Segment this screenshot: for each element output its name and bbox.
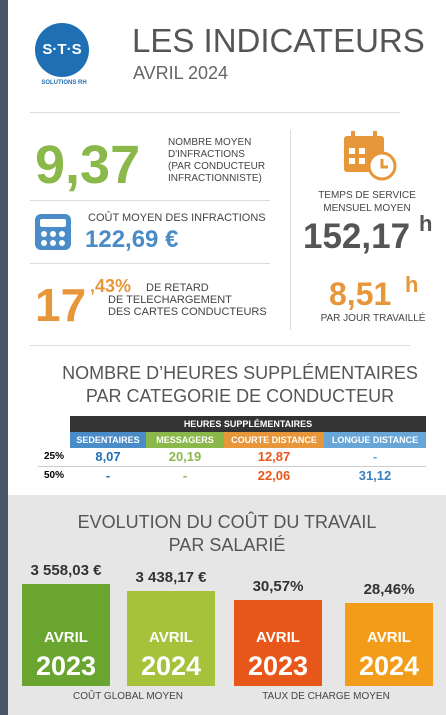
card-value: 3 558,03 € <box>30 562 102 579</box>
title: LES INDICATEURS <box>132 22 425 59</box>
card: AVRIL 2024 <box>127 591 215 686</box>
divider <box>30 345 410 346</box>
label-line: NOMBRE MOYEN <box>168 137 252 148</box>
subtitle: AVRIL 2024 <box>133 63 229 83</box>
card-value: 28,46% <box>363 581 415 598</box>
service-value: 152,17 <box>303 217 411 256</box>
infractions-value: 9,37 <box>35 135 141 195</box>
delay-label: DE TELECHARGEMENT <box>108 294 232 306</box>
divider <box>290 130 291 330</box>
footer-label: TAUX DE CHARGE MOYEN <box>262 691 390 702</box>
overtime-table: HEURES SUPPLÉMENTAIRES SEDENTAIRES MESSA… <box>38 416 426 484</box>
card-label: AVRIL <box>44 629 88 646</box>
cost-value: 122,69 € <box>85 226 179 253</box>
card-year: 2024 <box>140 651 202 681</box>
title-line: PAR SALARIÉ <box>168 535 286 555</box>
overtime-title: NOMBRE D’HEURES SUPPLÉMENTAIRES PAR CATEG… <box>30 362 446 408</box>
cell: 8,07 <box>95 449 121 465</box>
card-label: AVRIL <box>149 629 193 646</box>
cost-label: COÛT MOYEN DES INFRACTIONS <box>88 212 266 224</box>
calculator-icon <box>35 214 71 250</box>
column-header: SEDENTAIRES <box>70 432 146 448</box>
logo-sub: SOLUTIONS RH <box>41 80 87 86</box>
card-label: AVRIL <box>256 629 300 646</box>
card: AVRIL 2023 <box>22 584 110 686</box>
title-line: PAR CATEGORIE DE CONDUCTEUR <box>85 386 395 406</box>
column-header: MESSAGERS <box>146 432 224 448</box>
cell: - <box>372 449 378 465</box>
row-label: 50% <box>43 469 64 481</box>
cell: 31,12 <box>358 467 392 483</box>
label-line: (PAR CONDUCTEUR <box>168 161 266 172</box>
card-value: 30,57% <box>252 578 304 595</box>
service-unit: h <box>419 211 433 236</box>
service-label: TEMPS DE SERVICE MENSUEL MOYEN <box>307 189 427 215</box>
column-header: COURTE DISTANCE <box>224 432 324 448</box>
card: AVRIL 2024 <box>345 603 433 686</box>
daily-unit: h <box>405 272 419 297</box>
group-header: HEURES SUPPLÉMENTAIRES <box>70 416 426 432</box>
column-header: LONGUE DISTANCE <box>324 432 426 448</box>
label-line: TEMPS DE SERVICE <box>318 190 416 201</box>
card-value: 3 438,17 € <box>135 569 207 586</box>
footer-label: COÛT GLOBAL MOYEN <box>72 691 184 702</box>
card-label: AVRIL <box>367 629 411 646</box>
divider <box>30 263 270 264</box>
divider <box>30 200 270 201</box>
delay-label: DE RETARD <box>146 282 209 294</box>
calendar-icon <box>344 131 397 181</box>
logo <box>35 23 89 77</box>
card-year: 2023 <box>35 651 97 681</box>
divider <box>30 112 400 113</box>
cell: 12,87 <box>257 449 291 465</box>
infractions-label: NOMBRE MOYEN D'INFRACTIONS (PAR CONDUCTEUR… <box>168 137 265 185</box>
label-line: INFRACTIONNISTE) <box>168 173 262 184</box>
delay-value-dec: ,43% <box>90 276 132 296</box>
card: AVRIL 2023 <box>234 600 322 686</box>
cell: - <box>105 467 111 483</box>
label-line: MENSUEL MOYEN <box>323 203 411 214</box>
title-line: NOMBRE D’HEURES SUPPLÉMENTAIRES <box>62 363 418 383</box>
evolution-title: EVOLUTION DU COÛT DU TRAVAIL PAR SALARIÉ <box>8 511 446 557</box>
daily-label: PAR JOUR TRAVAILLÉ <box>320 313 426 324</box>
cell: - <box>182 467 188 483</box>
side-strip <box>0 0 8 715</box>
delay-label: DES CARTES CONDUCTEURS <box>108 306 267 318</box>
card-year: 2024 <box>358 651 420 681</box>
cell: 22,06 <box>257 467 291 483</box>
delay-value-int: 17 <box>35 279 87 331</box>
cell: 20,19 <box>168 449 202 465</box>
logo-text: S·T·S <box>42 41 82 58</box>
daily-value: 8,51 <box>329 276 392 312</box>
row-label: 25% <box>43 451 64 463</box>
label-line: D'INFRACTIONS <box>168 149 245 160</box>
card-year: 2023 <box>247 651 309 681</box>
title-line: EVOLUTION DU COÛT DU TRAVAIL <box>77 512 377 532</box>
